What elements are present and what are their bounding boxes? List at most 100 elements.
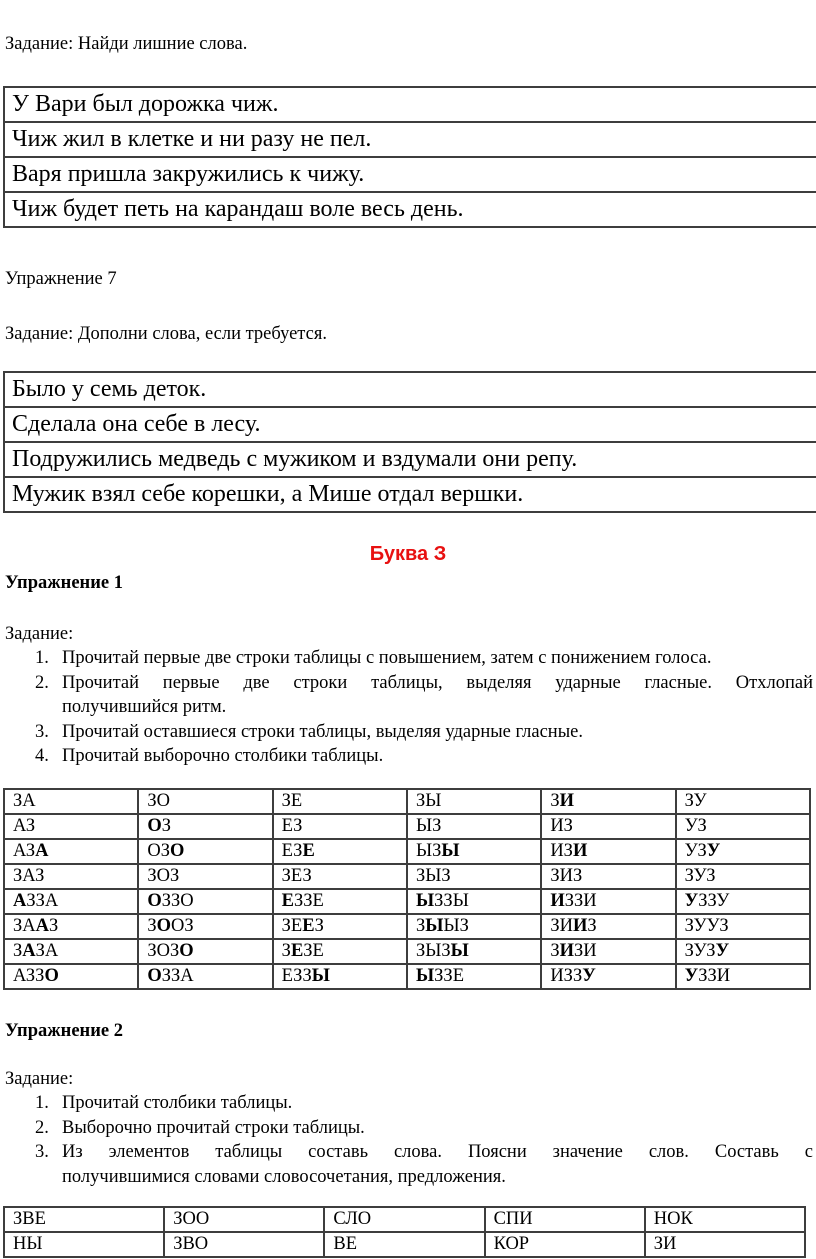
stressed-letter: Е	[290, 941, 304, 961]
table-cell: УЗ	[674, 813, 812, 840]
syllable-text: КОР	[493, 1234, 530, 1254]
stressed-letter: У	[684, 966, 699, 986]
table-cell: Сделала она себе в лесу.	[3, 406, 816, 443]
syllable-text: ЗЗУ	[698, 891, 730, 911]
table-row: Чиж жил в клетке и ни разу не пел.	[3, 121, 816, 158]
table-cell: ЫЗЫ	[405, 838, 543, 865]
list-item-text: Из элементов таблицы составь слова. Пояс…	[62, 1140, 813, 1189]
table-cell: ЗААЗ	[2, 913, 140, 940]
table-cell: ОЗ	[137, 813, 274, 840]
table-cell: НЫ	[2, 1231, 166, 1258]
syllable-text: ЫЗ	[443, 916, 469, 936]
table-cell: Варя пришла закружились к чижу.	[3, 156, 816, 193]
syllable-text: ИЗ	[550, 816, 573, 836]
syllable-text: Чиж жил в клетке и ни разу не пел.	[12, 126, 372, 152]
table-cell: СПИ	[483, 1206, 646, 1233]
syllable-text: ЗЫ	[415, 791, 442, 811]
syllable-text: ЗВЕ	[13, 1209, 46, 1229]
exercise-1-task-list: 1. Прочитай первые две строки таблицы с п…	[5, 646, 813, 769]
list-item-line: Выборочно прочитай строки таблицы.	[62, 1117, 365, 1138]
stressed-letter: А	[35, 841, 49, 861]
syllable-text: З	[550, 941, 560, 961]
list-item-line: Прочитай первые две строки таблицы, выде…	[62, 672, 813, 693]
syllable-text: З	[415, 916, 426, 936]
stressed-letter: И	[572, 841, 588, 861]
syllable-text: АЗ	[13, 816, 36, 836]
list-item-number: 1.	[35, 1093, 49, 1113]
syllable-text: ЗЗА	[26, 891, 59, 911]
list-item-number: 4.	[35, 746, 49, 766]
table-cell: ЗЫЗ	[405, 863, 543, 890]
task-list-item: 1. Прочитай столбики таблицы.	[5, 1091, 813, 1116]
syllable-text: ИЗЗ	[550, 966, 583, 986]
table-cell: ЗИЗ	[540, 863, 677, 890]
table-row: ЗААЗ ЗООЗ ЗЕЕЗ ЗЫЫЗ ЗИИЗ ЗУУЗ	[2, 913, 812, 940]
table-row: АЗА ОЗО ЕЗЕ ЫЗЫ ИЗИ УЗУ	[2, 838, 812, 865]
syllable-text: НОК	[653, 1209, 693, 1229]
syllable-text: УЗ	[684, 816, 707, 836]
table-cell: ОЗО	[137, 838, 274, 865]
syllable-text: ЗУУЗ	[684, 916, 729, 936]
syllable-text: Подружились медведь с мужиком и вздумали…	[12, 446, 578, 472]
table-cell: ЫЗ	[405, 813, 543, 840]
table-cell: ЗАЗ	[2, 863, 140, 890]
syllable-text: ЗИ	[573, 941, 597, 961]
syllable-text: ЗУ	[684, 791, 707, 811]
stressed-letter: У	[706, 841, 721, 861]
syllable-text: ЗИЗ	[550, 866, 583, 886]
stressed-letter: И	[572, 916, 588, 936]
table-cell: ИЗИ	[540, 838, 677, 865]
syllable-text: ЫЗ	[415, 841, 442, 861]
table-cell: ЗА	[2, 788, 140, 815]
exercise-1-task-label: Задание:	[5, 624, 74, 644]
syllable-text: З	[550, 791, 560, 811]
list-item-line: получившийся ритм.	[62, 697, 227, 717]
stressed-letter: И	[550, 891, 565, 911]
table-cell: ИЗЗУ	[540, 963, 677, 990]
table-cell: ЗУЗ	[674, 863, 812, 890]
table-cell: ЫЗЗЫ	[405, 888, 543, 915]
table-cell: ЗУ	[674, 788, 812, 815]
table-row: АЗЗА ОЗЗО ЕЗЗЕ ЫЗЗЫ ИЗЗИ УЗЗУ	[2, 888, 812, 915]
table-row: ЗАЗА ЗОЗО ЗЕЗЕ ЗЫЗЫ ЗИЗИ ЗУЗУ	[2, 938, 812, 965]
table-row: Сделала она себе в лесу.	[3, 406, 816, 443]
table-cell: ЗЫЗЫ	[405, 938, 543, 965]
syllable-text: ЫЗ	[415, 816, 442, 836]
table-row: Мужик взял себе корешки, а Мише отдал ве…	[3, 476, 816, 513]
table-cell: ЕЗЗЕ	[271, 888, 408, 915]
table-cell: ЗВЕ	[2, 1206, 166, 1233]
syllable-text: ЗУЗ	[684, 941, 716, 961]
exercise-2-task-list: 1. Прочитай столбики таблицы. 2. Выборочно …	[5, 1091, 813, 1189]
syllable-text: ЗА	[13, 791, 36, 811]
stressed-letter: Е	[302, 841, 315, 861]
table-row: НЫ ЗВО ВЕ КОР ЗИ	[2, 1231, 807, 1258]
stressed-letter: Ы	[415, 891, 435, 911]
stressed-letter: Ы	[425, 916, 444, 936]
syllable-text: Чиж будет петь на карандаш воле весь ден…	[12, 196, 464, 222]
syllable-text: ЗЕ	[281, 916, 303, 936]
list-item-line: Прочитай оставшиеся строки таблицы, выде…	[62, 721, 583, 742]
list-item-text: Прочитай оставшиеся строки таблицы, выде…	[62, 720, 813, 745]
syllable-text: ЗОЗ	[147, 866, 180, 886]
list-item-text: Прочитай первые две строки таблицы с пов…	[62, 646, 813, 671]
syllable-text: Было у семь деток.	[12, 376, 207, 402]
table-cell: ЗЫ	[405, 788, 543, 815]
table-cell: ЗИЗИ	[540, 938, 677, 965]
stressed-letter: У	[684, 891, 699, 911]
exercise-2-task-label: Задание:	[5, 1069, 74, 1089]
stressed-letter: О	[44, 966, 59, 986]
table-row: ЗА ЗО ЗЕ ЗЫ ЗИ ЗУ	[2, 788, 812, 815]
word-parts-table: ЗВЕ ЗОО СЛО СПИ НОК НЫ ЗВО ВЕ КОР ЗИ	[2, 1206, 807, 1258]
syllable-text: ЗЗИ	[564, 891, 597, 911]
syllable-text: АЗ	[13, 841, 36, 861]
list-item-number: 2.	[35, 672, 49, 693]
table-cell: УЗУ	[674, 838, 812, 865]
task-find-extra-words: Задание: Найди лишние слова.	[5, 34, 248, 54]
syllable-text: ЗЕЗ	[281, 866, 312, 886]
list-item-line: Из элементов таблицы составь слова. Пояс…	[62, 1142, 813, 1162]
syllable-text: ЗЗЫ	[434, 891, 469, 911]
syllable-text: ОЗ	[171, 916, 194, 936]
syllable-text: ЕЗ	[281, 816, 303, 836]
stressed-letter: Ы	[415, 966, 435, 986]
task-list-item: 2. Выборочно прочитай строки таблицы.	[5, 1116, 813, 1141]
